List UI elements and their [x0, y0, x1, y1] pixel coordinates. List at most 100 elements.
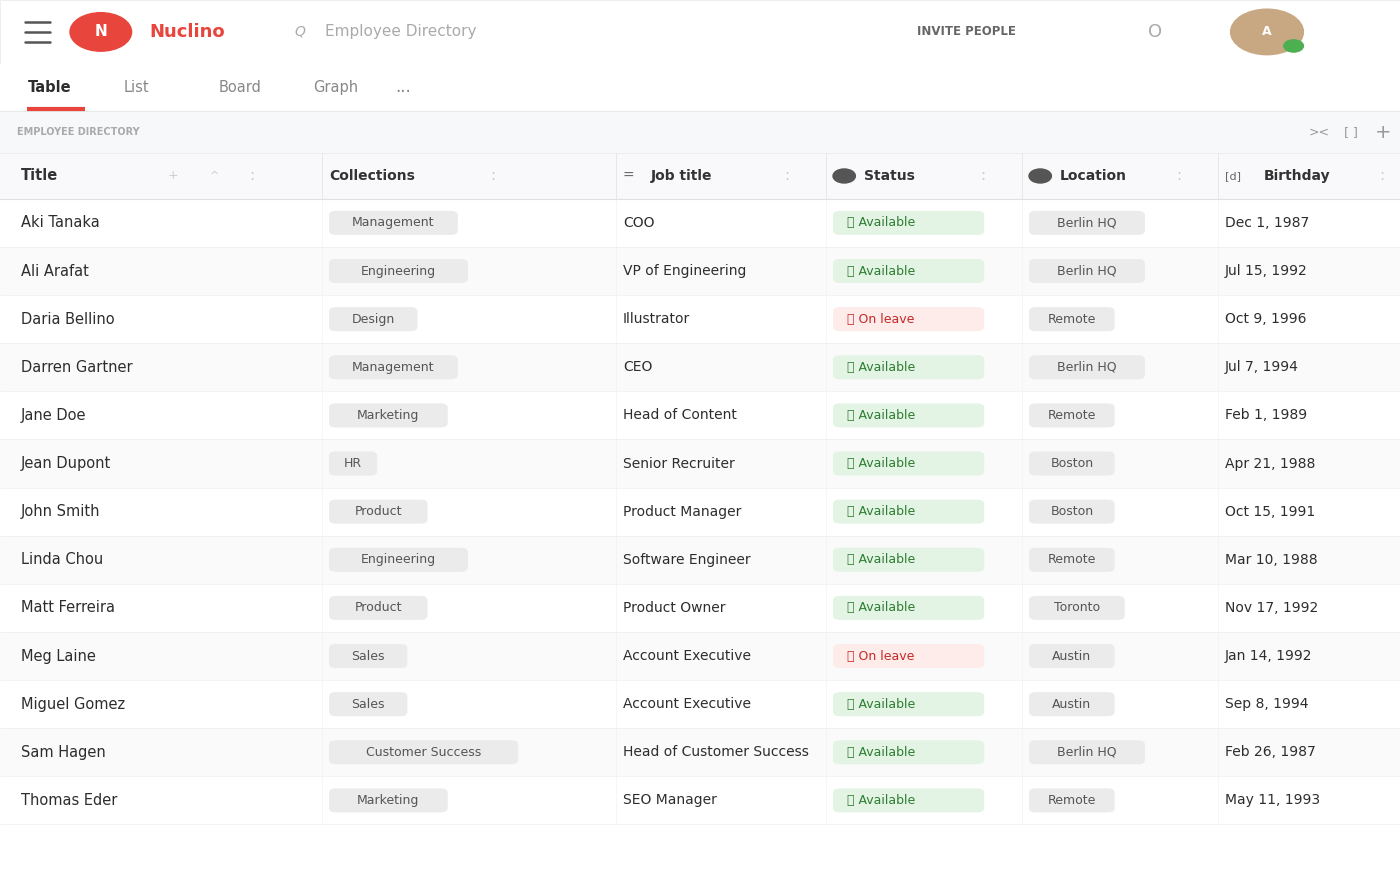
Text: Berlin HQ: Berlin HQ: [1057, 216, 1117, 229]
Text: Toronto: Toronto: [1054, 601, 1100, 614]
FancyBboxPatch shape: [329, 692, 407, 717]
Text: Marketing: Marketing: [357, 794, 420, 807]
Text: Management: Management: [353, 360, 434, 374]
Text: Sep 8, 1994: Sep 8, 1994: [1225, 697, 1309, 711]
Bar: [0, 391, 1400, 439]
Text: Sales: Sales: [351, 697, 385, 710]
Text: Berlin HQ: Berlin HQ: [1057, 264, 1117, 277]
FancyBboxPatch shape: [1029, 211, 1145, 235]
Text: Mar 10, 1988: Mar 10, 1988: [1225, 553, 1317, 567]
FancyBboxPatch shape: [329, 403, 448, 428]
Text: Employee Directory: Employee Directory: [325, 24, 476, 39]
Text: Marketing: Marketing: [357, 409, 420, 422]
Text: Sales: Sales: [351, 649, 385, 662]
Text: Birthday: Birthday: [1264, 169, 1331, 183]
Bar: [0, 199, 1400, 247]
Text: ✅ Available: ✅ Available: [847, 697, 916, 710]
Text: Engineering: Engineering: [361, 553, 435, 566]
Text: Remote: Remote: [1047, 409, 1096, 422]
Text: Product: Product: [354, 505, 402, 518]
Text: Senior Recruiter: Senior Recruiter: [623, 457, 735, 471]
FancyBboxPatch shape: [1029, 452, 1114, 476]
FancyBboxPatch shape: [1029, 403, 1114, 428]
Text: Darren Gartner: Darren Gartner: [21, 360, 133, 374]
FancyBboxPatch shape: [833, 211, 984, 235]
Bar: [0, 64, 1400, 111]
Text: Board: Board: [218, 80, 262, 95]
FancyBboxPatch shape: [833, 548, 984, 572]
Text: Berlin HQ: Berlin HQ: [1057, 360, 1117, 374]
Text: Jean Dupont: Jean Dupont: [21, 456, 111, 471]
FancyBboxPatch shape: [1029, 355, 1145, 380]
FancyBboxPatch shape: [329, 259, 468, 284]
FancyBboxPatch shape: [1029, 740, 1145, 765]
FancyBboxPatch shape: [329, 355, 458, 380]
Text: Table: Table: [28, 80, 71, 95]
Text: Feb 1, 1989: Feb 1, 1989: [1225, 409, 1308, 423]
Text: Customer Success: Customer Success: [365, 746, 482, 759]
Text: :: :: [1176, 169, 1182, 184]
Text: ✅ Available: ✅ Available: [847, 216, 916, 229]
FancyBboxPatch shape: [1029, 500, 1114, 523]
Text: COO: COO: [623, 216, 655, 230]
Text: VP of Engineering: VP of Engineering: [623, 264, 746, 278]
Text: +: +: [1375, 123, 1392, 142]
FancyBboxPatch shape: [833, 740, 984, 765]
Text: Q: Q: [294, 24, 305, 38]
Text: Location: Location: [1060, 169, 1127, 183]
Text: Product Manager: Product Manager: [623, 505, 742, 519]
Text: Daria Bellino: Daria Bellino: [21, 312, 115, 326]
Text: Remote: Remote: [1047, 794, 1096, 807]
Text: =: =: [623, 169, 634, 183]
Text: Remote: Remote: [1047, 553, 1096, 566]
Circle shape: [1284, 39, 1303, 52]
Text: Berlin HQ: Berlin HQ: [1057, 746, 1117, 759]
Text: ><: ><: [1308, 126, 1330, 138]
Bar: [0, 728, 1400, 776]
Text: Jul 15, 1992: Jul 15, 1992: [1225, 264, 1308, 278]
Bar: [0, 439, 1400, 487]
Text: Austin: Austin: [1053, 697, 1092, 710]
Text: Matt Ferreira: Matt Ferreira: [21, 600, 115, 615]
Text: Boston: Boston: [1050, 505, 1093, 518]
Circle shape: [1029, 169, 1051, 183]
FancyBboxPatch shape: [329, 307, 417, 331]
FancyBboxPatch shape: [329, 644, 407, 668]
FancyBboxPatch shape: [833, 692, 984, 717]
FancyBboxPatch shape: [329, 211, 458, 235]
Text: ✅ Available: ✅ Available: [847, 505, 916, 518]
Bar: [0, 343, 1400, 391]
Text: ^: ^: [210, 171, 220, 181]
Text: Dec 1, 1987: Dec 1, 1987: [1225, 216, 1309, 230]
Text: Graph: Graph: [314, 80, 358, 95]
Text: Job title: Job title: [651, 169, 713, 183]
Text: Aki Tanaka: Aki Tanaka: [21, 215, 99, 230]
Text: ✅ Available: ✅ Available: [847, 794, 916, 807]
Text: ✅ Available: ✅ Available: [847, 409, 916, 422]
Bar: [0, 111, 1400, 153]
Circle shape: [70, 12, 132, 51]
Text: Software Engineer: Software Engineer: [623, 553, 750, 567]
Bar: [0, 584, 1400, 632]
Text: ❌ On leave: ❌ On leave: [847, 312, 914, 326]
FancyBboxPatch shape: [1029, 307, 1114, 331]
Text: EMPLOYEE DIRECTORY: EMPLOYEE DIRECTORY: [17, 127, 140, 137]
Text: Illustrator: Illustrator: [623, 312, 690, 326]
Text: Design: Design: [351, 312, 395, 326]
Bar: [0, 153, 1400, 199]
FancyBboxPatch shape: [329, 500, 427, 523]
Text: A: A: [1263, 25, 1271, 38]
Text: Head of Content: Head of Content: [623, 409, 736, 423]
Text: Feb 26, 1987: Feb 26, 1987: [1225, 746, 1316, 760]
Text: ...: ...: [395, 79, 410, 96]
Text: Product: Product: [354, 601, 402, 614]
Text: Jane Doe: Jane Doe: [21, 408, 87, 423]
Text: Linda Chou: Linda Chou: [21, 552, 104, 567]
FancyBboxPatch shape: [1029, 548, 1114, 572]
FancyBboxPatch shape: [833, 596, 984, 619]
Text: SEO Manager: SEO Manager: [623, 794, 717, 808]
Bar: [0, 0, 1400, 64]
FancyBboxPatch shape: [833, 452, 984, 476]
Text: Ali Arafat: Ali Arafat: [21, 263, 88, 278]
Text: :: :: [784, 169, 790, 184]
